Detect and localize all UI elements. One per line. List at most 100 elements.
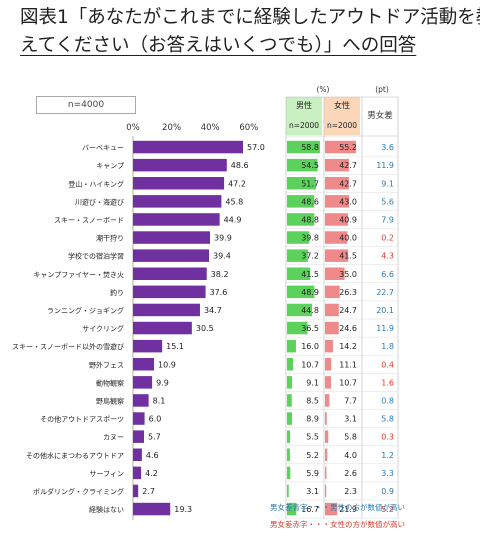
male-bar xyxy=(287,376,293,389)
category-label: バーベキュー xyxy=(82,144,124,152)
male-value: 36.5 xyxy=(301,324,319,333)
category-label: キャンプファイヤー・焚き火 xyxy=(33,271,124,279)
female-value: 2.6 xyxy=(344,469,357,478)
total-value-label: 5.7 xyxy=(148,433,161,442)
diff-value: 5.6 xyxy=(381,197,394,206)
total-value-label: 4.2 xyxy=(145,469,158,478)
total-value-label: 19.3 xyxy=(174,505,192,514)
legend-male-higher: 男女差青字・・・男性の方が数値が高い xyxy=(270,503,405,512)
female-bar xyxy=(325,339,333,353)
total-bar xyxy=(133,412,145,425)
total-bar xyxy=(133,484,139,498)
male-bar xyxy=(287,249,308,262)
unit-pt: (pt) xyxy=(375,85,389,94)
total-bar xyxy=(133,303,200,317)
diff-header: 男女差 xyxy=(367,110,393,121)
x-tick-label: 40% xyxy=(201,123,220,133)
legend-female-higher: 男女差赤字・・・女性の方が数値が高い xyxy=(270,520,405,529)
male-bar xyxy=(287,321,308,335)
male-bar xyxy=(287,466,291,480)
sample-size-box: n=4000 xyxy=(36,96,136,114)
male-bar xyxy=(287,177,316,190)
male-n: n=2000 xyxy=(289,121,319,130)
title-line-2: えてください（お答えはいくつでも）」への回答 xyxy=(20,35,417,56)
female-bar xyxy=(325,177,349,190)
male-bar xyxy=(287,358,293,371)
male-header-cell xyxy=(286,97,322,135)
female-value: 2.3 xyxy=(344,487,357,496)
male-value: 54.5 xyxy=(301,161,319,170)
female-value: 24.7 xyxy=(339,306,357,315)
female-value: 35.0 xyxy=(339,270,357,279)
female-bar xyxy=(325,358,332,371)
category-label: 経験はない xyxy=(89,505,124,514)
male-value: 51.7 xyxy=(301,179,319,188)
male-bar xyxy=(287,484,289,498)
total-bar xyxy=(133,321,192,335)
total-value-label: 48.6 xyxy=(231,161,249,170)
female-bar xyxy=(325,140,356,154)
category-label: サーフィン xyxy=(90,470,124,478)
x-tick-label: 0% xyxy=(126,123,140,133)
male-bar xyxy=(287,267,311,280)
male-value: 3.1 xyxy=(306,487,319,496)
page-title: 図表1「あなたがこれまでに経験したアウトドア活動を教 えてください（お答えはいく… xyxy=(20,4,480,60)
female-value: 41.5 xyxy=(339,252,357,261)
female-value: 42.7 xyxy=(339,179,357,188)
category-label: 釣り xyxy=(110,288,124,297)
total-value-label: 47.2 xyxy=(228,179,246,188)
male-value: 5.2 xyxy=(306,451,319,460)
male-value: 44.8 xyxy=(301,306,319,315)
female-value: 11.1 xyxy=(339,360,357,369)
male-value: 5.9 xyxy=(306,469,319,478)
x-tick-label: 20% xyxy=(162,123,181,133)
female-bar xyxy=(325,303,339,317)
total-bar xyxy=(133,231,211,244)
diff-value: 0.4 xyxy=(381,360,394,369)
category-label: 動物観察 xyxy=(96,378,124,387)
male-value: 48.8 xyxy=(301,215,319,224)
female-bar xyxy=(325,448,328,461)
female-value: 14.2 xyxy=(339,342,357,351)
total-value-label: 39.4 xyxy=(213,252,231,261)
diff-value: 11.9 xyxy=(376,324,394,333)
male-value: 8.9 xyxy=(306,415,319,424)
female-value: 43.0 xyxy=(339,197,357,206)
female-bar xyxy=(325,213,348,226)
total-bar xyxy=(133,466,142,480)
total-value-label: 39.9 xyxy=(214,234,232,243)
male-header: 男性 xyxy=(296,100,312,110)
diff-value: 0.9 xyxy=(381,487,394,496)
female-value: 55.2 xyxy=(339,143,357,152)
total-bar xyxy=(133,267,207,280)
male-value: 48.6 xyxy=(301,197,319,206)
male-value: 39.8 xyxy=(301,234,319,243)
diff-value: 3.3 xyxy=(381,469,394,478)
total-value-label: 6.0 xyxy=(149,415,162,424)
male-bar xyxy=(287,339,296,353)
category-label: カヌー xyxy=(103,434,124,442)
total-bar xyxy=(133,249,210,262)
total-value-label: 2.7 xyxy=(142,487,155,496)
diff-value: 6.6 xyxy=(381,270,394,279)
total-bar xyxy=(133,358,155,371)
diff-value: 11.9 xyxy=(376,161,394,170)
male-value: 8.5 xyxy=(306,396,319,405)
diff-value: 1.2 xyxy=(381,451,394,460)
diff-value: 0.8 xyxy=(381,396,394,405)
male-bar xyxy=(287,195,315,208)
male-bar xyxy=(287,394,292,407)
female-bar xyxy=(325,321,339,335)
x-tick-label: 60% xyxy=(239,123,258,133)
male-bar xyxy=(287,285,315,299)
category-label: 野鳥観察 xyxy=(96,396,124,405)
female-bar xyxy=(325,394,330,407)
male-value: 10.7 xyxy=(301,360,319,369)
female-bar xyxy=(325,249,349,262)
diff-value: 0.3 xyxy=(381,433,394,442)
male-bar xyxy=(287,430,291,443)
male-bar xyxy=(287,140,320,154)
male-bar xyxy=(287,231,310,244)
female-header-cell xyxy=(324,97,360,135)
